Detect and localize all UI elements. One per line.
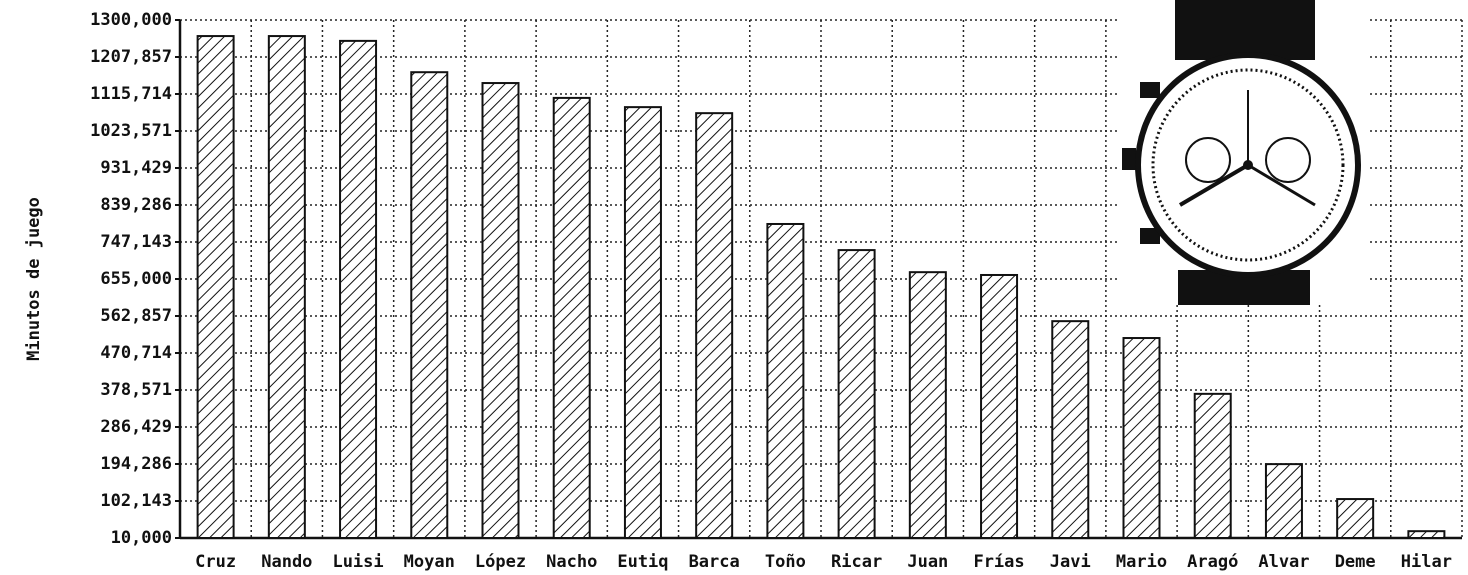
- bar: [196, 35, 235, 540]
- y-tick-label: 839,286: [100, 195, 172, 215]
- x-tick-label: Nacho: [546, 552, 597, 572]
- y-tick-label: 747,143: [100, 232, 172, 252]
- y-tick-label: 1300,000: [90, 10, 172, 30]
- bar: [481, 82, 520, 540]
- x-tick-label: Barca: [689, 552, 740, 572]
- x-tick-label: Ricar: [831, 552, 882, 572]
- x-tick-label: Luisi: [332, 552, 383, 572]
- bar: [1336, 498, 1375, 540]
- x-tick-label: Alvar: [1258, 552, 1309, 572]
- x-tick-label: Hilar: [1401, 552, 1452, 572]
- y-tick-label: 102,143: [100, 491, 172, 511]
- x-tick-label: Juan: [907, 552, 948, 572]
- bar: [1051, 320, 1090, 539]
- x-tick-label: Moyan: [404, 552, 455, 572]
- y-axis-title: Minutos de juego: [24, 197, 44, 361]
- x-tick-label: Cruz: [195, 552, 236, 572]
- x-tick-label: Eutiq: [617, 552, 668, 572]
- y-tick-label: 470,714: [100, 343, 172, 363]
- x-tick-label: Mario: [1116, 552, 1167, 572]
- x-tick-label: Aragó: [1187, 552, 1238, 572]
- y-tick-label: 1115,714: [90, 84, 172, 104]
- y-tick-label: 378,571: [100, 380, 172, 400]
- y-tick-label: 562,857: [100, 306, 172, 326]
- bar: [766, 222, 805, 539]
- bar: [1122, 337, 1161, 539]
- y-tick-label: 10,000: [111, 528, 172, 548]
- bar: [908, 271, 947, 539]
- x-tick-label: López: [475, 552, 526, 572]
- plot: 10,000 102,143 194,286 286,429 378,571 470,71…: [90, 10, 1462, 572]
- bar: [980, 273, 1019, 539]
- bar: [410, 71, 449, 540]
- x-tick-label: Toño: [765, 552, 806, 572]
- bar: [1193, 392, 1232, 539]
- y-tick-label: 655,000: [100, 269, 172, 289]
- watch-illustration: [1120, 0, 1370, 305]
- bar: [339, 39, 378, 540]
- y-tick-label: 1023,571: [90, 121, 172, 141]
- y-tick-label: 194,286: [100, 454, 172, 474]
- bar: [267, 35, 306, 540]
- bar: [1264, 463, 1303, 539]
- x-tick-label: Javi: [1050, 552, 1091, 572]
- x-tick-label: Deme: [1335, 552, 1376, 572]
- y-tick-label: 286,429: [100, 417, 172, 437]
- y-tick-label: 1207,857: [90, 47, 172, 67]
- bar: [623, 106, 662, 539]
- bar: [837, 249, 876, 539]
- bar: [695, 112, 734, 539]
- x-tick-label: Frías: [973, 552, 1024, 572]
- x-tick-label: Nando: [261, 552, 312, 572]
- y-tick-label: 931,429: [100, 158, 172, 178]
- bar: [1407, 530, 1446, 540]
- bar: [552, 96, 591, 539]
